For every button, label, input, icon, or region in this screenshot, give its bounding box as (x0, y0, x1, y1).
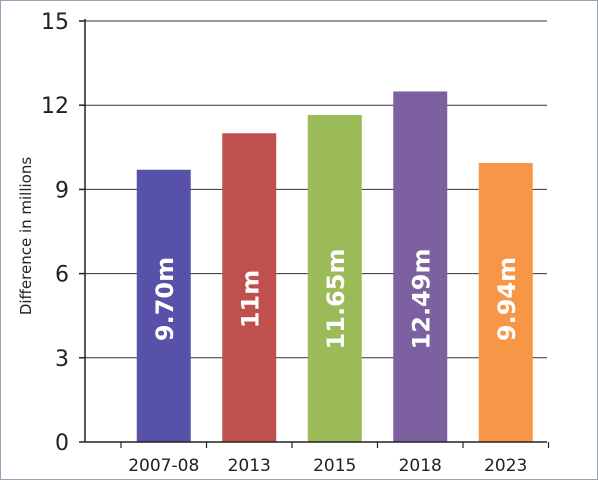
axes (79, 19, 550, 448)
y-tick-label: 0 (55, 431, 69, 456)
x-tick-label: 2013 (228, 456, 271, 476)
x-tick-label: 2018 (399, 456, 442, 476)
bar-2018 (393, 91, 448, 443)
data-label: 12.49m (407, 249, 435, 350)
bar-2007-08 (136, 169, 191, 442)
bar-2015 (307, 115, 362, 443)
data-label: 9.70m (151, 257, 179, 341)
y-tick-label: 6 (55, 263, 69, 288)
bar-2013 (222, 133, 277, 442)
bar-2023 (478, 163, 533, 442)
x-tick-label: 2023 (484, 456, 527, 476)
y-tick-label: 12 (41, 94, 69, 119)
data-label: 11.65m (322, 249, 350, 350)
y-tick-label: 3 (55, 347, 69, 372)
y-tick-label: 15 (41, 10, 69, 35)
labels: 0 3 6 9 12 15 2007-08 9.70m 2013 11m 2015 11.65m 201… (41, 10, 527, 476)
data-label: 11m (236, 270, 264, 328)
y-axis-label: Difference in millions (17, 157, 35, 316)
y-tick-label: 9 (55, 178, 69, 203)
bars (136, 91, 533, 443)
x-tick-label: 2015 (313, 456, 356, 476)
data-label: 9.94m (493, 257, 521, 341)
x-tick-label: 2007-08 (128, 456, 199, 476)
